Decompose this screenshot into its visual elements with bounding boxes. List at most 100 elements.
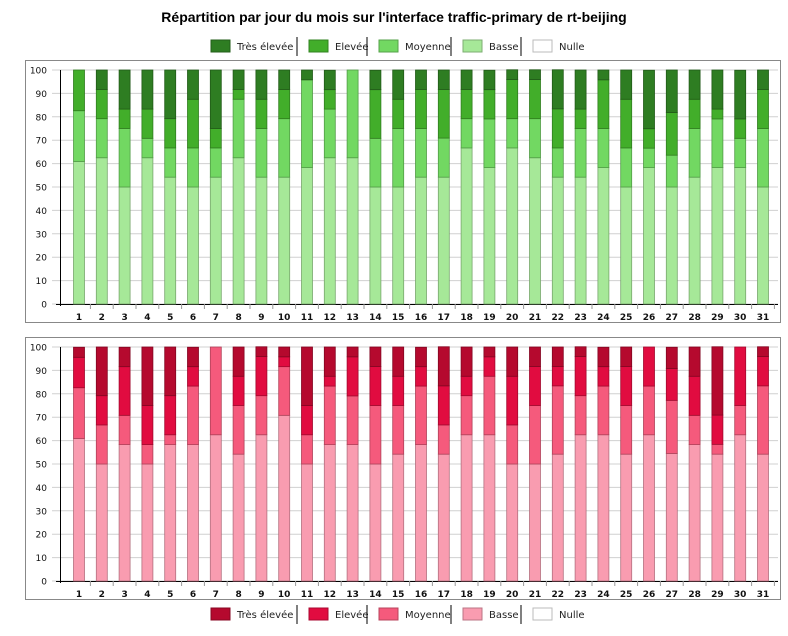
bar-elevée bbox=[346, 356, 359, 397]
bar-moyenne bbox=[483, 118, 496, 168]
legend-item: Nulle bbox=[532, 39, 585, 53]
legend-label: Moyenne bbox=[405, 42, 451, 53]
x-tick-label: 15 bbox=[392, 313, 405, 323]
legend-item: Elevée bbox=[308, 37, 368, 56]
x-tick-label: 20 bbox=[506, 313, 519, 323]
bar-moyenne bbox=[95, 118, 108, 159]
bar-basse bbox=[232, 157, 245, 305]
bar-elevée bbox=[141, 405, 154, 445]
bar-basse bbox=[118, 444, 131, 582]
bar-moyenne bbox=[437, 137, 450, 178]
bar-elevée bbox=[529, 79, 541, 120]
bar-basse bbox=[392, 186, 405, 305]
x-tick-label: 6 bbox=[190, 313, 196, 323]
y-tick-label: 20 bbox=[36, 254, 48, 264]
bar-moyenne bbox=[255, 128, 268, 178]
bar-elevée bbox=[574, 356, 587, 397]
y-tick-label: 30 bbox=[36, 507, 48, 517]
legend-item: Elevée bbox=[308, 605, 368, 624]
bar-moyenne bbox=[369, 405, 382, 465]
bar-très-élevée bbox=[323, 69, 336, 91]
bar-moyenne bbox=[141, 444, 154, 465]
legend-swatch bbox=[462, 39, 483, 53]
x-tick-label: 15 bbox=[392, 590, 405, 600]
bar-moyenne bbox=[369, 137, 382, 188]
bar-basse bbox=[711, 167, 724, 305]
bar-elevée bbox=[574, 108, 587, 129]
bar-elevée bbox=[95, 89, 108, 120]
bar-basse bbox=[255, 176, 268, 305]
bar-moyenne bbox=[643, 385, 655, 436]
bar-moyenne bbox=[551, 147, 564, 178]
bar-elevée bbox=[506, 375, 519, 426]
legend-item: Très élevée bbox=[210, 37, 298, 56]
bar-très-élevée bbox=[597, 69, 610, 81]
legend-swatch bbox=[532, 607, 553, 621]
bar-moyenne bbox=[209, 346, 222, 436]
bar-très-élevée bbox=[301, 69, 313, 81]
bar-basse bbox=[232, 453, 245, 582]
y-tick-label: 40 bbox=[36, 484, 48, 494]
bar-très-élevée bbox=[711, 346, 724, 416]
legend-item: Moyenne bbox=[378, 605, 452, 624]
bar-basse bbox=[529, 463, 541, 582]
bar-moyenne bbox=[529, 118, 541, 159]
bar-moyenne bbox=[164, 147, 177, 178]
bar-elevée bbox=[688, 98, 701, 129]
bar-basse bbox=[118, 186, 131, 305]
x-tick-label: 9 bbox=[258, 313, 264, 323]
bar-basse bbox=[73, 438, 85, 582]
bar-très-élevée bbox=[711, 69, 724, 110]
y-tick-label: 70 bbox=[36, 414, 48, 424]
bar-moyenne bbox=[255, 395, 268, 436]
y-tick-label: 0 bbox=[41, 578, 47, 588]
bar-très-élevée bbox=[323, 346, 336, 377]
bar-très-élevée bbox=[369, 69, 382, 91]
bar-elevée bbox=[278, 356, 291, 368]
bar-très-élevée bbox=[232, 346, 245, 377]
legend-swatch bbox=[308, 39, 329, 53]
bar-très-élevée bbox=[460, 346, 473, 377]
bar-elevée bbox=[483, 356, 496, 377]
y-tick-label: 30 bbox=[36, 230, 48, 240]
x-tick-label: 4 bbox=[144, 590, 150, 600]
bar-très-élevée bbox=[278, 346, 291, 358]
y-tick-label: 100 bbox=[30, 67, 47, 77]
legend-label: Très élevée bbox=[236, 41, 293, 53]
bar-elevée bbox=[73, 69, 85, 112]
bar-basse bbox=[529, 157, 541, 305]
bar-très-élevée bbox=[643, 69, 655, 130]
bar-elevée bbox=[757, 356, 769, 387]
legend-0: Très élevée Elevée Moyenne Basse Nulle bbox=[210, 37, 585, 56]
x-tick-label: 8 bbox=[235, 313, 241, 323]
x-tick-label: 30 bbox=[734, 590, 747, 600]
bar-basse bbox=[278, 414, 291, 582]
x-tick-label: 24 bbox=[597, 313, 610, 323]
y-tick-label: 90 bbox=[36, 90, 48, 100]
bar-basse bbox=[346, 157, 359, 305]
x-tick-label: 5 bbox=[167, 590, 173, 600]
bar-basse bbox=[757, 186, 769, 305]
bar-très-élevée bbox=[483, 69, 496, 91]
bar-elevée bbox=[757, 89, 769, 129]
bar-basse bbox=[437, 176, 450, 305]
bar-moyenne bbox=[734, 137, 747, 168]
bar-basse bbox=[95, 157, 108, 305]
bar-moyenne bbox=[711, 443, 724, 455]
bar-moyenne bbox=[301, 434, 313, 465]
x-tick-label: 16 bbox=[415, 590, 428, 600]
bar-elevée bbox=[255, 356, 268, 397]
bar-très-élevée bbox=[346, 346, 359, 358]
bar-elevée bbox=[301, 405, 313, 436]
bar-moyenne bbox=[574, 395, 587, 436]
bar-moyenne bbox=[346, 69, 359, 159]
bar-moyenne bbox=[757, 128, 769, 188]
x-tick-label: 23 bbox=[574, 313, 587, 323]
bar-très-élevée bbox=[529, 346, 541, 367]
bar-moyenne bbox=[73, 387, 85, 439]
bar-très-élevée bbox=[187, 69, 199, 100]
bar-très-élevée bbox=[574, 69, 587, 110]
legend-label: Basse bbox=[489, 42, 519, 53]
